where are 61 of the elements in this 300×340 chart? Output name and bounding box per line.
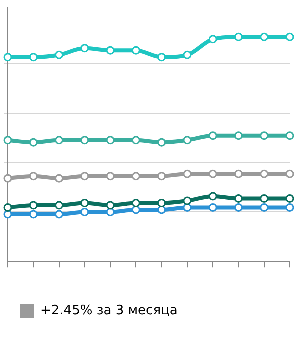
- point: [234, 170, 243, 178]
- point: [55, 201, 64, 210]
- point: [158, 199, 166, 208]
- point: [260, 194, 269, 204]
- point: [29, 138, 38, 147]
- point: [234, 194, 243, 204]
- point: [234, 132, 243, 140]
- point: [132, 46, 140, 55]
- point: [208, 35, 218, 44]
- point: [106, 172, 115, 181]
- point: [286, 170, 294, 178]
- point: [158, 53, 166, 62]
- point: [4, 136, 12, 145]
- point: [208, 192, 218, 201]
- point: [158, 206, 166, 214]
- point: [29, 201, 38, 210]
- point: [158, 138, 166, 147]
- point: [132, 172, 140, 181]
- point: [80, 136, 90, 145]
- point: [286, 132, 294, 140]
- point: [55, 174, 64, 183]
- point: [208, 170, 218, 178]
- point: [29, 210, 38, 219]
- point: [183, 170, 192, 178]
- point: [260, 170, 269, 178]
- point: [286, 194, 294, 204]
- point: [286, 32, 294, 42]
- point: [4, 53, 12, 62]
- point: [106, 46, 115, 55]
- point: [132, 199, 140, 208]
- point: [55, 50, 64, 60]
- point: [80, 44, 90, 53]
- point: [80, 172, 90, 181]
- point: [29, 172, 38, 181]
- point: [260, 203, 269, 212]
- point: [4, 174, 12, 183]
- point: [80, 199, 90, 208]
- point: [106, 201, 115, 210]
- point: [183, 136, 192, 145]
- point: [183, 203, 192, 212]
- point: [286, 203, 294, 212]
- point: [29, 53, 38, 62]
- point: [55, 136, 64, 145]
- point: [132, 136, 140, 145]
- point: [106, 208, 115, 216]
- point: [106, 136, 115, 145]
- point: [4, 203, 12, 212]
- point: [234, 203, 243, 212]
- point: [260, 132, 269, 140]
- point: [183, 50, 192, 60]
- point: [158, 172, 166, 181]
- point: [80, 208, 90, 216]
- point: [4, 210, 12, 219]
- legend-label: +2.45% за 3 месяца: [40, 303, 178, 318]
- point: [183, 196, 192, 206]
- point: [132, 206, 140, 214]
- point: [208, 132, 218, 140]
- point: [234, 32, 243, 42]
- point: [260, 32, 269, 42]
- point: [208, 203, 218, 212]
- point: [55, 210, 64, 219]
